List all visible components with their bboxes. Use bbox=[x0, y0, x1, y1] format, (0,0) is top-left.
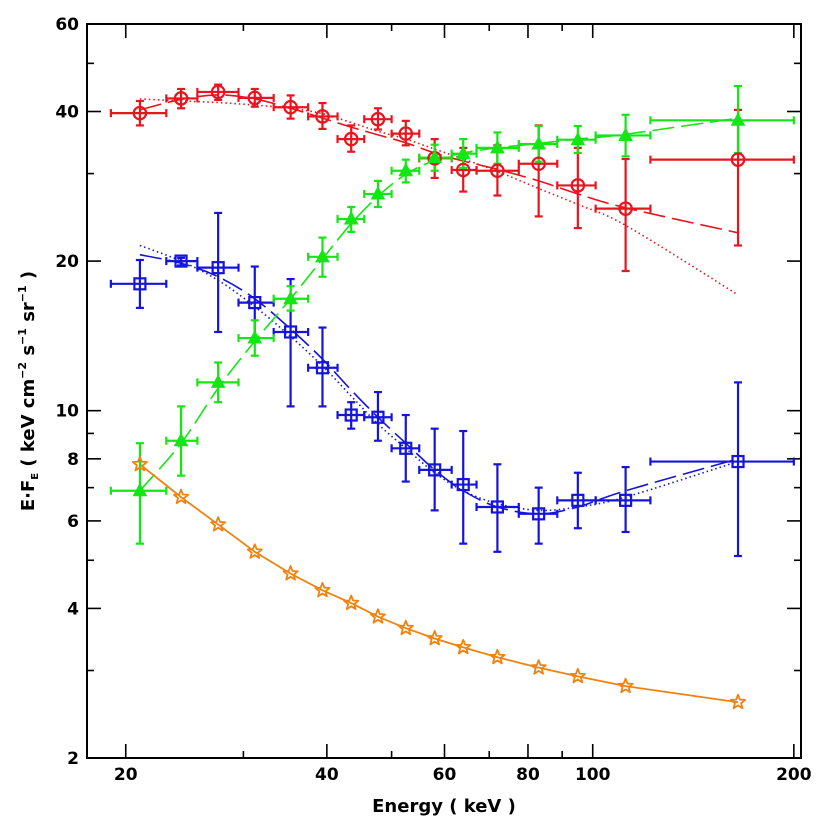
triangle-marker bbox=[210, 374, 226, 388]
x-tick-label: 60 bbox=[433, 765, 457, 785]
triangle-marker bbox=[618, 127, 633, 141]
star-marker bbox=[131, 455, 148, 472]
y-tick-label: 60 bbox=[55, 15, 79, 35]
square-marker bbox=[456, 477, 470, 492]
square-marker bbox=[211, 261, 225, 275]
square-series-dashed-model bbox=[139, 253, 739, 515]
plot-frame bbox=[86, 23, 802, 759]
circle-marker bbox=[730, 152, 746, 167]
triangle-marker bbox=[531, 136, 546, 150]
y-tick-label: 6 bbox=[67, 512, 79, 532]
x-tick-label: 80 bbox=[516, 765, 540, 785]
star-marker bbox=[173, 488, 190, 505]
triangle-marker bbox=[173, 432, 189, 447]
data-markers bbox=[131, 84, 747, 710]
triangle-marker bbox=[370, 185, 386, 200]
triangle-marker bbox=[455, 145, 471, 160]
star-marker bbox=[617, 677, 634, 694]
y-tick-label: 20 bbox=[55, 252, 79, 272]
y-tick-label: 40 bbox=[55, 103, 79, 123]
square-marker bbox=[283, 325, 298, 339]
circle-marker bbox=[247, 90, 263, 106]
x-axis-title: Energy ( keV ) bbox=[372, 796, 516, 817]
triangle-marker bbox=[343, 211, 359, 225]
circle-marker bbox=[570, 178, 586, 193]
triangle-marker bbox=[315, 248, 330, 263]
square-marker bbox=[428, 463, 442, 477]
square-marker bbox=[532, 507, 546, 521]
star-marker bbox=[729, 693, 747, 710]
square-marker bbox=[315, 361, 330, 375]
star-marker bbox=[246, 543, 263, 559]
triangle-marker bbox=[398, 162, 414, 177]
y-tick-label: 10 bbox=[55, 402, 79, 422]
y-tick-label: 4 bbox=[67, 599, 79, 619]
star-marker bbox=[455, 638, 472, 655]
circle-marker bbox=[490, 163, 505, 179]
star-marker bbox=[314, 581, 331, 598]
circle-marker bbox=[173, 91, 189, 106]
circle-marker bbox=[455, 162, 471, 178]
star-marker bbox=[343, 594, 360, 611]
circle-marker bbox=[398, 126, 414, 141]
circle-marker bbox=[618, 201, 633, 216]
triangle-marker bbox=[247, 330, 263, 344]
star-marker bbox=[426, 630, 443, 646]
tick-labels: 20 40 60 80 100 200 2 4 6 8 10 20 40 60 bbox=[55, 15, 811, 785]
triangle-marker bbox=[570, 131, 586, 146]
star-marker bbox=[369, 608, 386, 624]
x-tick-label: 20 bbox=[114, 765, 138, 785]
star-marker bbox=[397, 619, 414, 636]
square-marker bbox=[571, 493, 585, 507]
y-axis-title: E·FE ( keV cm−2 s−1 sr−1 ) bbox=[16, 271, 41, 511]
triangle-marker bbox=[427, 149, 443, 164]
square-marker bbox=[371, 410, 385, 424]
circle-marker bbox=[315, 109, 330, 124]
star-marker bbox=[569, 667, 586, 684]
square-marker bbox=[490, 500, 505, 514]
square-marker bbox=[399, 441, 413, 455]
y-tick-label: 2 bbox=[67, 749, 79, 769]
triangle-marker bbox=[132, 482, 148, 497]
square-marker bbox=[248, 296, 262, 310]
star-marker bbox=[282, 565, 299, 581]
circle-marker bbox=[283, 99, 298, 115]
square-marker bbox=[133, 277, 147, 291]
circle-marker bbox=[343, 131, 359, 147]
square-marker bbox=[174, 254, 188, 268]
y-tick-label: 8 bbox=[67, 450, 79, 470]
square-marker bbox=[731, 454, 745, 469]
star-series-line bbox=[139, 463, 739, 704]
circle-marker bbox=[531, 156, 546, 172]
triangle-marker bbox=[490, 139, 505, 154]
x-tick-label: 100 bbox=[575, 765, 611, 785]
circle-series-dotted-model bbox=[139, 98, 739, 296]
x-tick-label: 200 bbox=[776, 765, 812, 785]
star-marker bbox=[210, 516, 227, 532]
star-marker bbox=[489, 648, 506, 665]
x-tick-label: 40 bbox=[315, 765, 339, 785]
square-marker bbox=[344, 408, 358, 422]
square-marker bbox=[619, 493, 633, 507]
star-marker bbox=[530, 659, 547, 675]
circle-marker bbox=[370, 111, 386, 127]
triangle-marker bbox=[730, 112, 746, 126]
circle-marker bbox=[210, 84, 226, 100]
triangle-marker bbox=[283, 290, 298, 305]
circle-marker bbox=[132, 105, 148, 121]
